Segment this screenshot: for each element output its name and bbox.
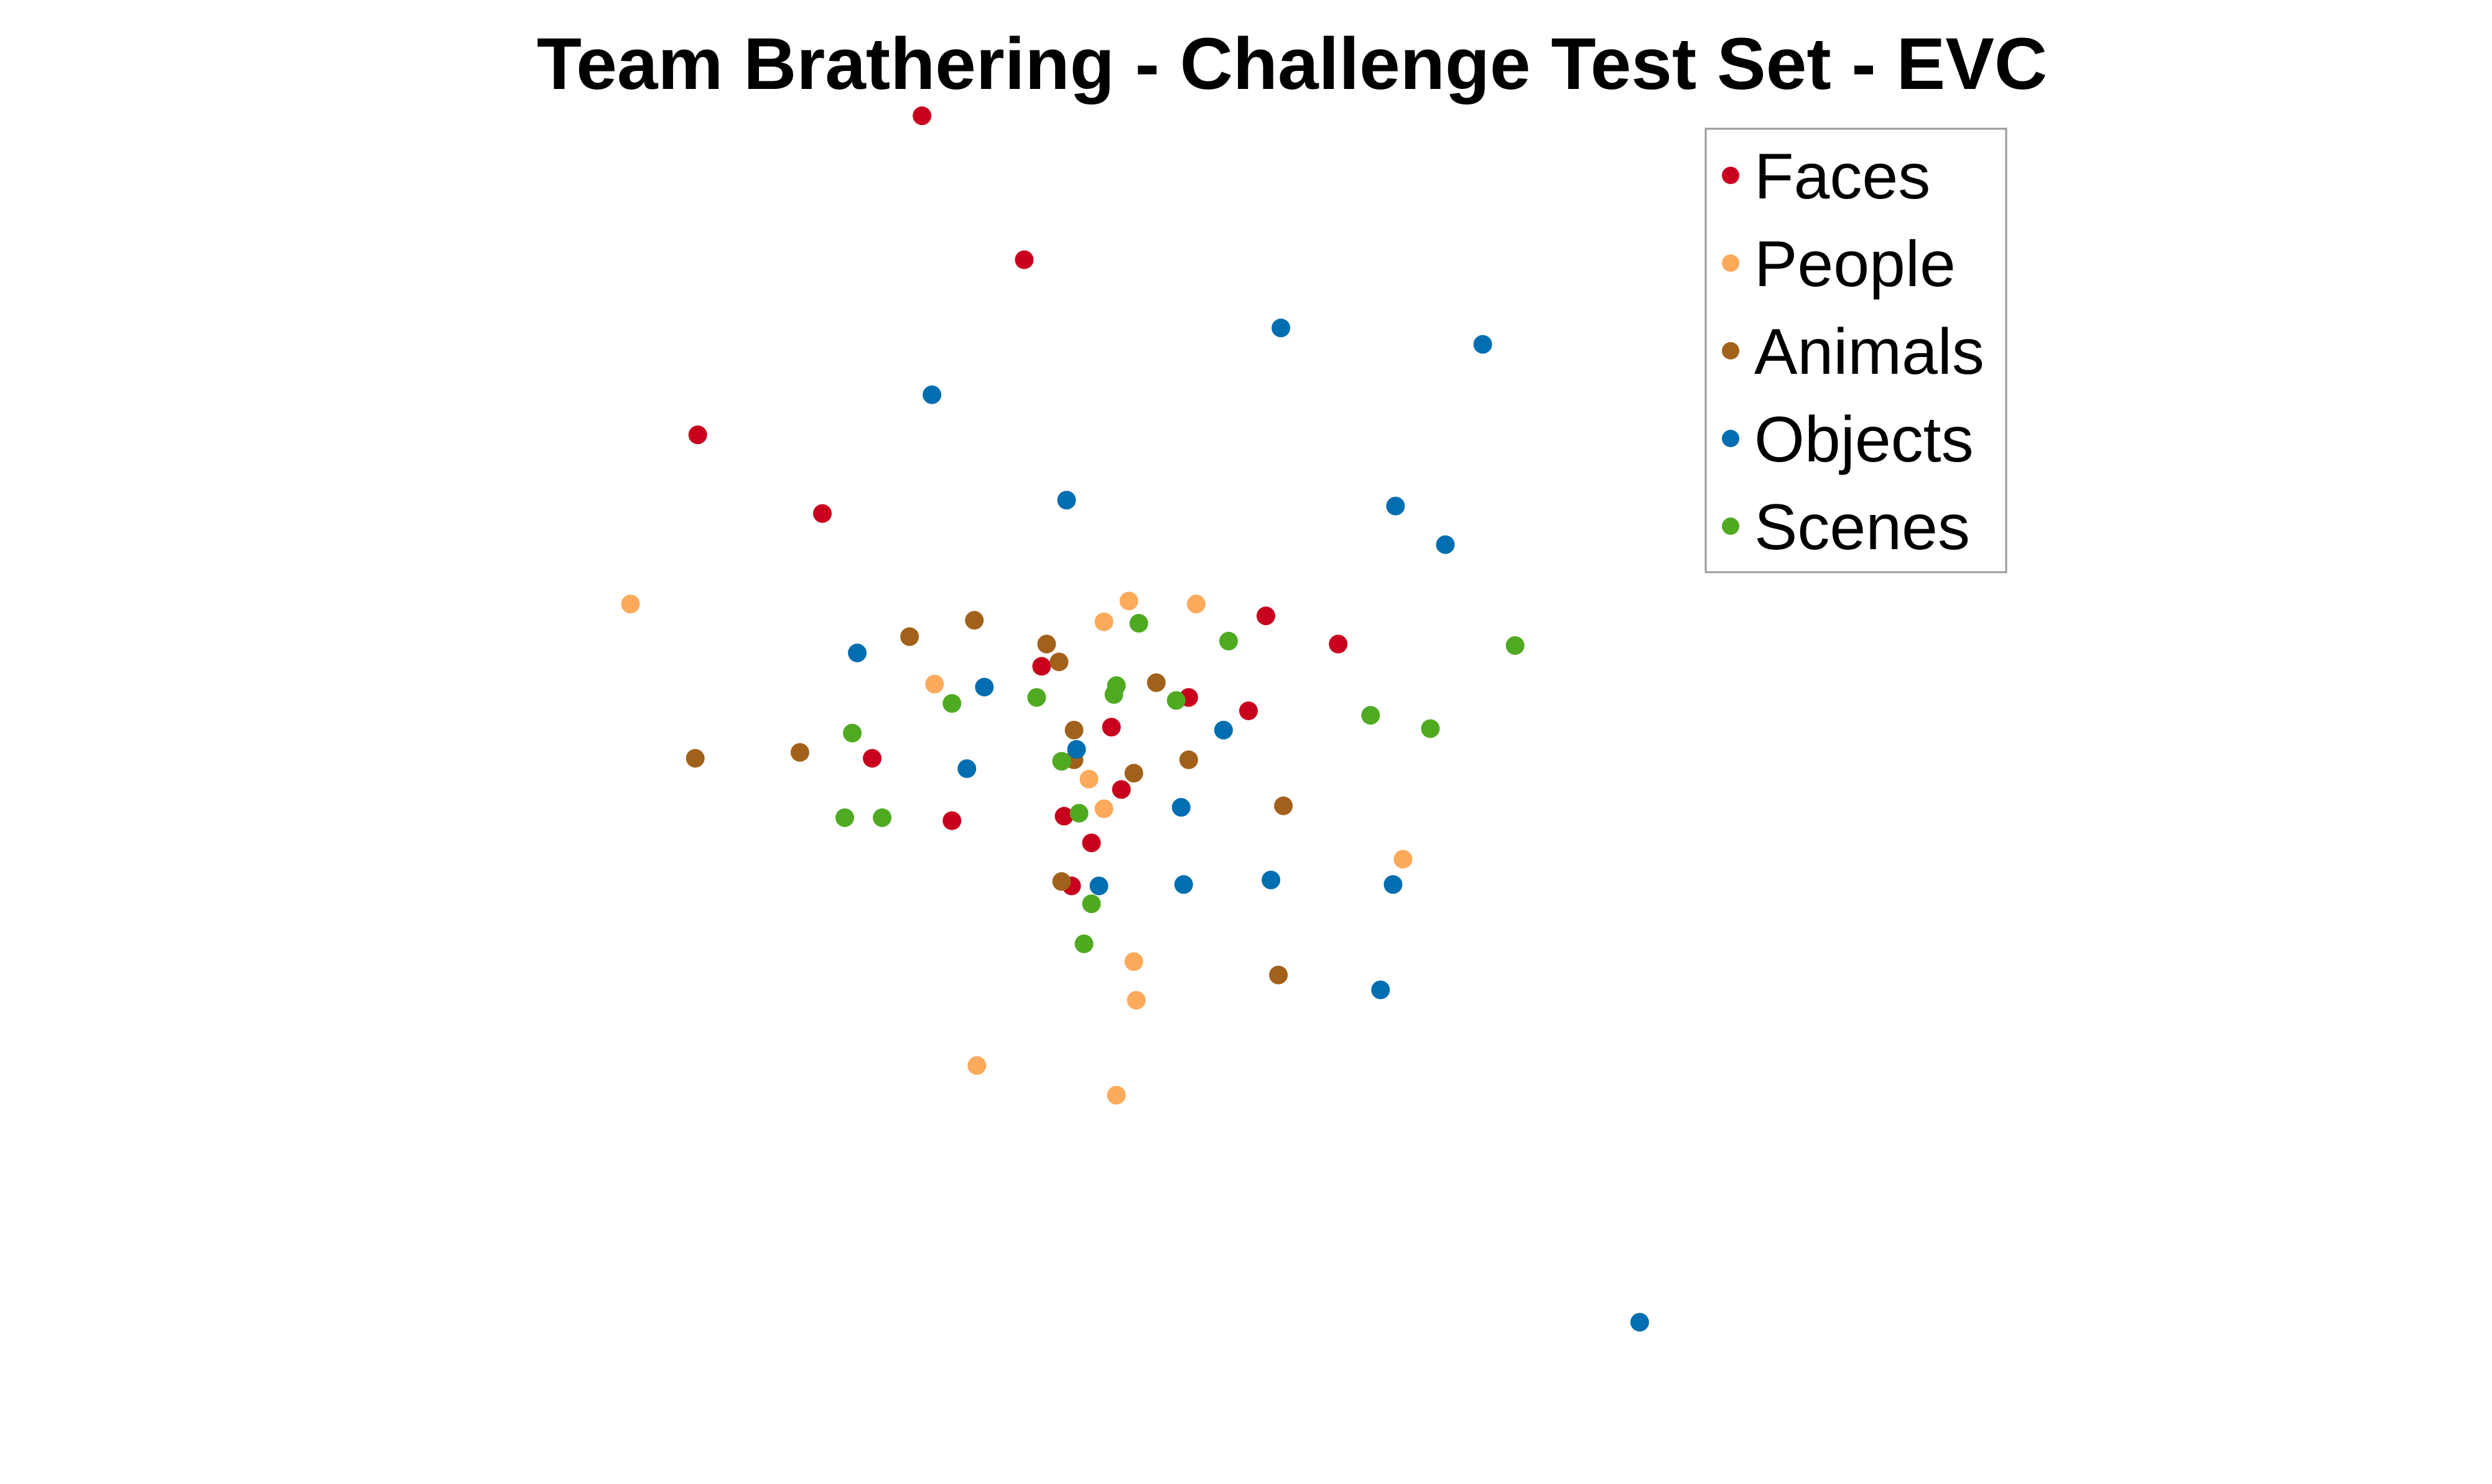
point-animals-7 bbox=[790, 743, 809, 762]
point-objects-16 bbox=[1371, 980, 1390, 999]
point-scenes-11 bbox=[1052, 752, 1071, 771]
point-faces-10 bbox=[863, 749, 882, 768]
point-scenes-1 bbox=[1219, 631, 1238, 651]
legend-marker-faces bbox=[1722, 167, 1739, 184]
legend-items: Faces People Animals Objects Scenes bbox=[1722, 141, 1984, 563]
legend-label-faces: Faces bbox=[1754, 141, 1930, 213]
point-animals-13 bbox=[1269, 965, 1288, 985]
point-faces-1 bbox=[1015, 250, 1034, 269]
point-people-3 bbox=[1094, 612, 1113, 631]
point-animals-10 bbox=[1124, 764, 1143, 783]
point-scenes-6 bbox=[1166, 691, 1186, 710]
point-objects-11 bbox=[1171, 798, 1191, 817]
point-objects-6 bbox=[848, 643, 867, 662]
series-scenes bbox=[835, 614, 1525, 953]
point-faces-11 bbox=[1112, 780, 1131, 799]
point-scenes-4 bbox=[1104, 685, 1123, 704]
point-animals-5 bbox=[1064, 720, 1084, 740]
point-objects-9 bbox=[1067, 740, 1086, 759]
point-objects-8 bbox=[1214, 720, 1233, 740]
point-animals-6 bbox=[686, 749, 705, 768]
point-scenes-8 bbox=[1361, 706, 1380, 725]
point-scenes-0 bbox=[1129, 614, 1148, 633]
point-animals-1 bbox=[900, 627, 919, 646]
legend: Faces People Animals Objects Scenes bbox=[1704, 128, 2007, 573]
point-animals-4 bbox=[1146, 673, 1166, 692]
points-layer bbox=[621, 106, 1649, 1332]
point-faces-3 bbox=[813, 504, 832, 523]
point-objects-10 bbox=[957, 759, 977, 778]
legend-label-animals: Animals bbox=[1754, 316, 1984, 388]
point-faces-2 bbox=[688, 425, 707, 445]
point-objects-4 bbox=[1386, 496, 1405, 516]
legend-marker-objects bbox=[1722, 430, 1739, 447]
point-people-4 bbox=[925, 674, 944, 693]
legend-label-objects: Objects bbox=[1754, 404, 1974, 476]
point-scenes-5 bbox=[1027, 688, 1046, 707]
point-people-0 bbox=[621, 595, 640, 614]
point-people-9 bbox=[1127, 991, 1146, 1010]
point-animals-3 bbox=[1049, 652, 1069, 672]
point-scenes-15 bbox=[1082, 894, 1101, 914]
point-objects-13 bbox=[1174, 875, 1193, 894]
point-people-10 bbox=[967, 1056, 987, 1075]
point-scenes-12 bbox=[1069, 804, 1089, 823]
point-animals-9 bbox=[1179, 750, 1198, 769]
series-animals bbox=[686, 611, 1293, 985]
point-objects-14 bbox=[1262, 870, 1281, 889]
point-people-7 bbox=[1393, 850, 1413, 869]
point-objects-3 bbox=[1057, 491, 1076, 510]
chart-title: Team Brathering - Challenge Test Set - E… bbox=[537, 23, 2047, 105]
legend-box bbox=[1704, 128, 2007, 573]
point-animals-0 bbox=[965, 611, 984, 630]
legend-marker-scenes bbox=[1722, 517, 1739, 535]
point-scenes-14 bbox=[873, 808, 892, 827]
point-faces-8 bbox=[1032, 657, 1051, 676]
point-objects-17 bbox=[1630, 1312, 1649, 1332]
point-objects-5 bbox=[1436, 535, 1455, 554]
point-animals-11 bbox=[1274, 796, 1293, 815]
point-scenes-13 bbox=[835, 808, 854, 827]
legend-label-scenes: Scenes bbox=[1754, 491, 1970, 563]
series-faces bbox=[688, 106, 1348, 896]
legend-marker-animals bbox=[1722, 342, 1739, 359]
legend-marker-people bbox=[1722, 254, 1739, 272]
point-faces-0 bbox=[913, 106, 932, 126]
point-objects-2 bbox=[923, 385, 942, 404]
point-faces-7 bbox=[1239, 701, 1258, 720]
point-faces-12 bbox=[1054, 807, 1074, 826]
point-people-1 bbox=[1119, 591, 1138, 611]
point-people-6 bbox=[1094, 799, 1113, 819]
point-faces-13 bbox=[1082, 833, 1101, 853]
point-objects-1 bbox=[1473, 335, 1492, 354]
point-scenes-10 bbox=[843, 723, 862, 743]
point-people-2 bbox=[1186, 595, 1206, 614]
point-scenes-7 bbox=[942, 694, 962, 713]
point-faces-9 bbox=[1102, 718, 1121, 737]
series-people bbox=[621, 591, 1413, 1105]
point-objects-12 bbox=[1089, 876, 1109, 896]
point-objects-7 bbox=[975, 677, 994, 697]
point-people-8 bbox=[1124, 952, 1143, 972]
point-objects-15 bbox=[1383, 875, 1403, 894]
point-animals-12 bbox=[1052, 872, 1071, 891]
point-faces-14 bbox=[942, 811, 962, 830]
series-objects bbox=[848, 318, 1649, 1332]
point-objects-0 bbox=[1272, 318, 1291, 338]
point-scenes-2 bbox=[1505, 636, 1525, 655]
point-people-11 bbox=[1107, 1085, 1126, 1105]
point-faces-4 bbox=[1257, 606, 1275, 626]
point-faces-5 bbox=[1329, 634, 1348, 654]
point-people-5 bbox=[1079, 769, 1099, 789]
legend-label-people: People bbox=[1754, 228, 1956, 300]
point-animals-2 bbox=[1037, 634, 1056, 654]
point-scenes-9 bbox=[1421, 719, 1440, 738]
point-scenes-16 bbox=[1074, 934, 1094, 953]
